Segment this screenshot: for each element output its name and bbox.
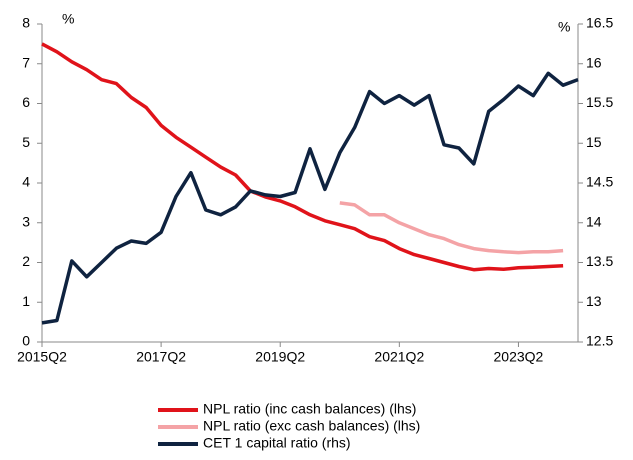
x-tick-label: 2017Q2: [136, 349, 186, 365]
series-line: [339, 201, 564, 255]
y-tick-label: 0: [22, 333, 30, 349]
y2-tick-label: 15: [586, 134, 602, 150]
legend-label: NPL ratio (inc cash balances) (lhs): [203, 401, 416, 417]
y2-tick-label: 12.5: [586, 333, 613, 349]
y2-tick-label: 16.5: [586, 15, 613, 31]
x-tick-label: 2019Q2: [255, 349, 305, 365]
x-tick-label: 2021Q2: [374, 349, 424, 365]
y2-tick-label: 14.5: [586, 174, 613, 190]
series-line: [41, 42, 564, 272]
y-tick-label: 4: [22, 174, 30, 190]
y-tick-label: 5: [22, 134, 30, 150]
y-tick-label: 6: [22, 94, 30, 110]
y2-tick-label: 15.5: [586, 94, 613, 110]
x-tick-label: 2023Q2: [494, 349, 544, 365]
y-unit-left: %: [62, 11, 74, 27]
series-line: [41, 71, 579, 325]
y-tick-label: 8: [22, 15, 30, 31]
y2-tick-label: 13: [586, 293, 602, 309]
y-tick-label: 1: [22, 293, 30, 309]
y-unit-right: %: [558, 19, 570, 35]
legend-label: CET 1 capital ratio (rhs): [203, 435, 351, 451]
legend-label: NPL ratio (exc cash balances) (lhs): [203, 418, 420, 434]
y-tick-label: 2: [22, 253, 30, 269]
y2-tick-label: 13.5: [586, 253, 613, 269]
y2-tick-label: 14: [586, 213, 602, 229]
y-tick-label: 3: [22, 213, 30, 229]
y2-tick-label: 16: [586, 54, 602, 70]
y-tick-label: 7: [22, 54, 30, 70]
x-tick-label: 2015Q2: [17, 349, 67, 365]
